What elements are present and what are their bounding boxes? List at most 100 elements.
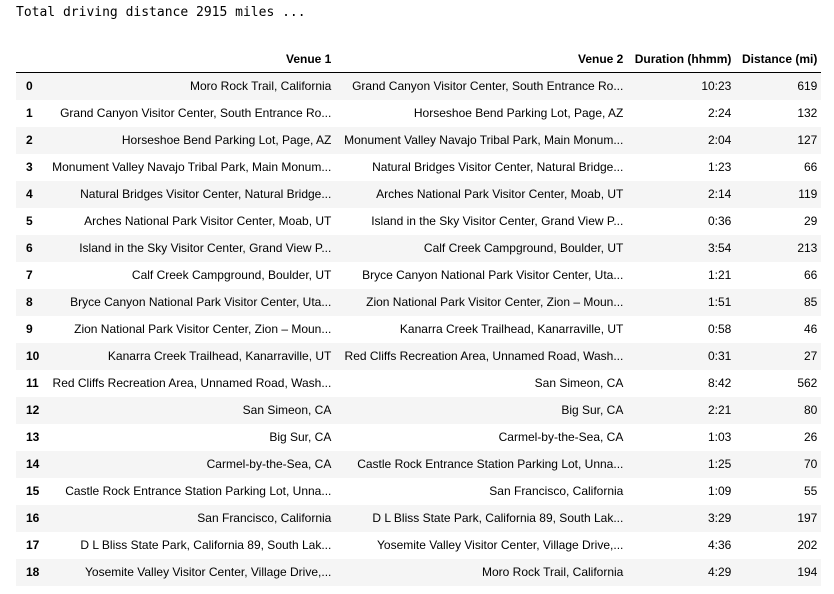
cell-duration: 1:03 <box>708 430 732 444</box>
cell-venue1: Grand Canyon Visitor Center, South Entra… <box>60 106 332 120</box>
cell-venue2: San Francisco, California <box>489 484 624 498</box>
table-row: 16 San Francisco, California D L Bliss Sta… <box>16 505 822 532</box>
cell-distance: 197 <box>797 511 818 525</box>
cell-venue2: Carmel-by-the-Sea, CA <box>498 430 624 444</box>
table-row: 8 Bryce Canyon National Park Visitor Cent… <box>16 289 822 316</box>
cell-duration: 1:21 <box>708 268 732 282</box>
row-index: 6 <box>26 241 33 255</box>
table-row: 12 San Simeon, CA Big Sur, CA 2:21 80 <box>16 397 822 424</box>
cell-duration: 1:51 <box>708 295 732 309</box>
table-row: 17 D L Bliss State Park, California 89, S… <box>16 532 822 559</box>
dataframe-table: Venue 1 Venue 2 Duration (hhmm) Distance… <box>16 46 822 586</box>
cell-distance: 132 <box>797 106 818 120</box>
cell-venue1: Bryce Canyon National Park Visitor Cente… <box>70 295 332 309</box>
cell-duration: 1:09 <box>708 484 732 498</box>
cell-duration: 2:04 <box>708 133 732 147</box>
table-header: Venue 1 Venue 2 Duration (hhmm) Distance… <box>16 46 822 73</box>
table-row: 3 Monument Valley Navajo Tribal Park, Mai… <box>16 154 822 181</box>
cell-venue2: Calf Creek Campground, Boulder, UT <box>423 241 624 255</box>
row-index: 1 <box>26 106 33 120</box>
cell-venue1: Kanarra Creek Trailhead, Kanarraville, U… <box>107 349 332 363</box>
cell-distance: 66 <box>804 160 818 174</box>
table-row: 11 Red Cliffs Recreation Area, Unnamed Ro… <box>16 370 822 397</box>
cell-venue2: Horseshoe Bend Parking Lot, Page, AZ <box>413 106 624 120</box>
cell-venue1: San Simeon, CA <box>242 403 332 417</box>
cell-duration: 0:36 <box>708 214 732 228</box>
cell-distance: 27 <box>804 349 818 363</box>
row-index: 5 <box>26 214 33 228</box>
cell-duration: 2:21 <box>708 403 732 417</box>
table-row: 4 Natural Bridges Visitor Center, Natural… <box>16 181 822 208</box>
cell-venue2: Big Sur, CA <box>561 403 624 417</box>
table-row: 2 Horseshoe Bend Parking Lot, Page, AZ Mon… <box>16 127 822 154</box>
cell-duration: 1:25 <box>708 457 732 471</box>
cell-venue2: Zion National Park Visitor Center, Zion … <box>366 295 624 309</box>
table-row: 15 Castle Rock Entrance Station Parking L… <box>16 478 822 505</box>
cell-venue2: San Simeon, CA <box>534 376 624 390</box>
row-index: 9 <box>26 322 33 336</box>
cell-distance: 619 <box>797 79 818 93</box>
row-index: 18 <box>26 565 40 579</box>
cell-distance: 80 <box>804 403 818 417</box>
cell-duration: 2:24 <box>708 106 732 120</box>
cell-venue1: Arches National Park Visitor Center, Moa… <box>84 214 332 228</box>
cell-venue2: Arches National Park Visitor Center, Moa… <box>376 187 624 201</box>
cell-venue1: San Francisco, California <box>197 511 332 525</box>
cell-distance: 202 <box>797 538 818 552</box>
cell-venue1: D L Bliss State Park, California 89, Sou… <box>80 538 332 552</box>
cell-venue2: Castle Rock Entrance Station Parking Lot… <box>357 457 624 471</box>
table-row: 18 Yosemite Valley Visitor Center, Villag… <box>16 559 822 586</box>
row-index: 11 <box>26 376 39 390</box>
row-index: 7 <box>26 268 33 282</box>
cell-venue2: Yosemite Valley Visitor Center, Village … <box>377 538 624 552</box>
row-index: 14 <box>26 457 40 471</box>
cell-venue1: Monument Valley Navajo Tribal Park, Main… <box>52 160 332 174</box>
cell-distance: 29 <box>804 214 818 228</box>
cell-duration: 3:29 <box>708 511 732 525</box>
cell-distance: 46 <box>804 322 818 336</box>
header-duration: Duration (hhmm) <box>627 46 736 73</box>
row-index: 0 <box>26 79 33 93</box>
cell-venue1: Castle Rock Entrance Station Parking Lot… <box>65 484 332 498</box>
cell-duration: 8:42 <box>708 376 732 390</box>
row-index: 13 <box>26 430 40 444</box>
row-index: 17 <box>26 538 40 552</box>
cell-venue1: Island in the Sky Visitor Center, Grand … <box>79 241 332 255</box>
cell-venue1: Big Sur, CA <box>269 430 332 444</box>
cell-venue1: Horseshoe Bend Parking Lot, Page, AZ <box>121 133 332 147</box>
cell-venue2: D L Bliss State Park, California 89, Sou… <box>372 511 624 525</box>
row-index: 15 <box>26 484 40 498</box>
table-row: 5 Arches National Park Visitor Center, Mo… <box>16 208 822 235</box>
table-row: 14 Carmel-by-the-Sea, CA Castle Rock Entra… <box>16 451 822 478</box>
row-index: 8 <box>26 295 33 309</box>
table-row: 6 Island in the Sky Visitor Center, Grand… <box>16 235 822 262</box>
cell-distance: 194 <box>797 565 818 579</box>
cell-venue2: Natural Bridges Visitor Center, Natural … <box>372 160 624 174</box>
cell-distance: 55 <box>804 484 818 498</box>
cell-venue2: Kanarra Creek Trailhead, Kanarraville, U… <box>399 322 624 336</box>
cell-distance: 85 <box>804 295 818 309</box>
cell-duration: 4:29 <box>708 565 732 579</box>
row-index: 10 <box>26 349 40 363</box>
cell-duration: 0:58 <box>708 322 732 336</box>
row-index: 12 <box>26 403 40 417</box>
output-text: Total driving distance 2915 miles ... <box>16 5 306 20</box>
row-index: 16 <box>26 511 40 525</box>
cell-distance: 127 <box>797 133 818 147</box>
cell-distance: 119 <box>798 187 818 201</box>
cell-venue1: Calf Creek Campground, Boulder, UT <box>131 268 332 282</box>
cell-distance: 66 <box>804 268 818 282</box>
cell-venue2: Bryce Canyon National Park Visitor Cente… <box>362 268 624 282</box>
cell-distance: 70 <box>804 457 818 471</box>
header-row: Venue 1 Venue 2 Duration (hhmm) Distance… <box>16 46 822 73</box>
row-index: 4 <box>26 187 33 201</box>
cell-distance: 26 <box>804 430 818 444</box>
table-body: 0 Moro Rock Trail, California Grand Canyon… <box>16 72 822 586</box>
header-index <box>16 46 44 73</box>
cell-venue2: Red Cliffs Recreation Area, Unnamed Road… <box>344 349 624 363</box>
cell-duration: 1:23 <box>708 160 732 174</box>
cell-venue1: Natural Bridges Visitor Center, Natural … <box>80 187 332 201</box>
cell-duration: 10:23 <box>701 79 732 93</box>
table-row: 0 Moro Rock Trail, California Grand Canyon… <box>16 72 822 100</box>
cell-venue1: Moro Rock Trail, California <box>189 79 332 93</box>
